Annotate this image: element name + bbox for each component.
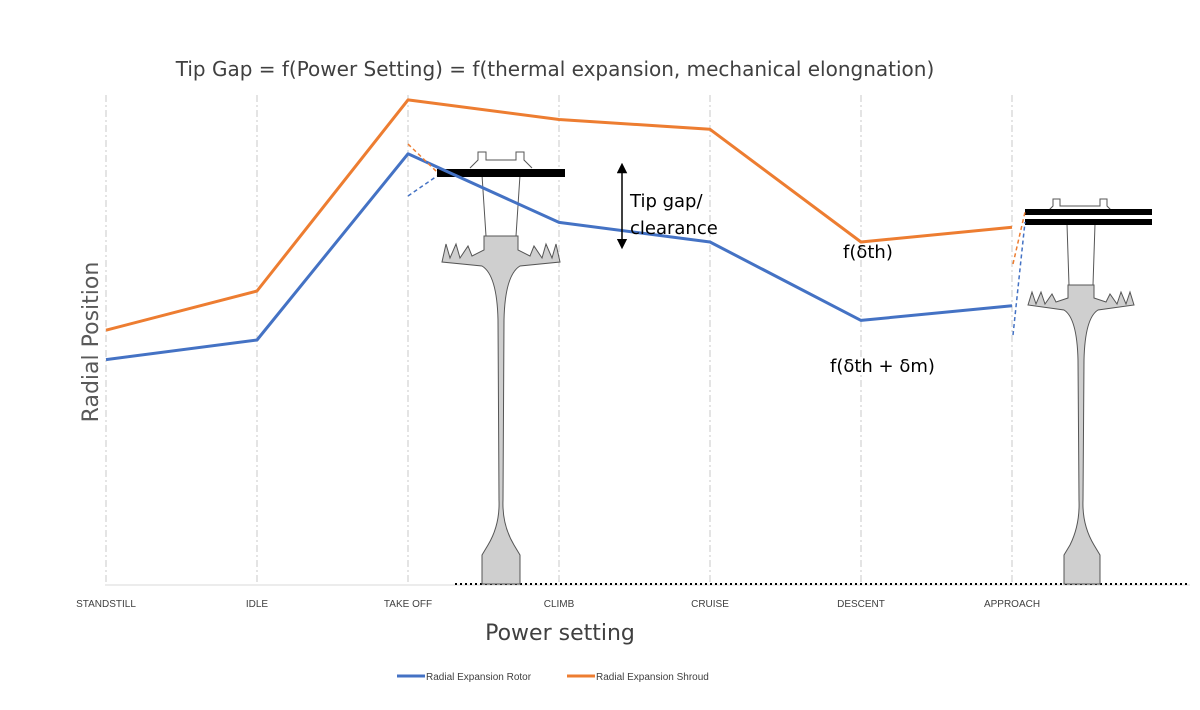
legend: Radial Expansion Rotor Radial Expansion S…	[397, 672, 709, 683]
tip-gap-label-line1: Tip gap/	[629, 191, 703, 212]
x-tick-label: CRUISE	[691, 599, 729, 610]
shroud-bar-2a	[1025, 209, 1152, 215]
blade-disk-1	[441, 235, 561, 585]
x-tick-labels: STANDSTILL IDLE TAKE OFF CLIMB CRUISE DESCENT…	[76, 599, 1040, 610]
gridlines	[105, 95, 1013, 585]
rotor-connector-2	[1012, 221, 1026, 336]
series-line-1	[105, 98, 1013, 332]
shroud-connector-1	[407, 143, 438, 173]
tip-gap-label-line2: clearance	[630, 218, 718, 239]
y-axis-label: Radial Position	[79, 262, 104, 423]
x-axis-label: Power setting	[485, 621, 635, 646]
shroud-bar-1	[437, 169, 565, 177]
rotor-connector-1	[407, 175, 438, 197]
chart-title: Tip Gap = f(Power Setting) = f(thermal e…	[175, 57, 935, 81]
shroud-bar-2b	[1025, 219, 1152, 225]
blade-tip-shroud-1	[469, 151, 533, 169]
x-tick-label: IDLE	[246, 599, 269, 610]
x-tick-label: DESCENT	[837, 599, 885, 610]
rotor-annotation: f(δth + δm)	[830, 356, 935, 377]
x-tick-label: TAKE OFF	[384, 599, 432, 610]
x-tick-label: STANDSTILL	[76, 599, 136, 610]
rotor-blade-illustration-2	[1025, 198, 1152, 585]
legend-label-0: Radial Expansion Rotor	[426, 672, 532, 683]
shroud-connector-2	[1012, 211, 1026, 265]
series-line-0	[105, 152, 1013, 362]
blade-airfoil-1	[481, 174, 521, 237]
legend-label-1: Radial Expansion Shroud	[596, 672, 709, 683]
x-tick-label: CLIMB	[544, 599, 575, 610]
blade-airfoil-2	[1066, 223, 1096, 286]
shroud-annotation: f(δth)	[843, 242, 893, 263]
x-tick-label: APPROACH	[984, 599, 1040, 610]
blade-tip-shroud-2	[1044, 198, 1116, 215]
blade-disk-2	[1027, 284, 1135, 585]
series-lines	[105, 98, 1013, 362]
